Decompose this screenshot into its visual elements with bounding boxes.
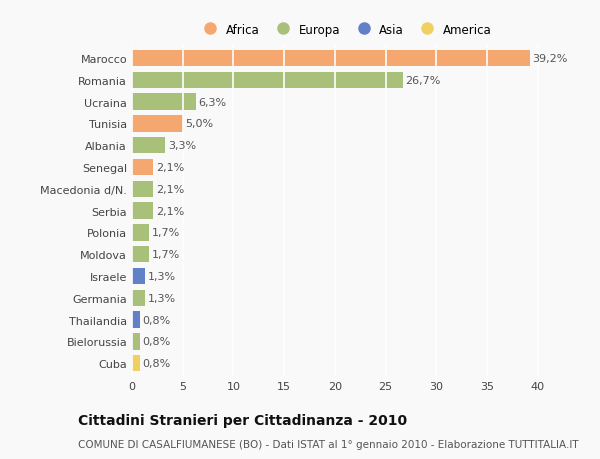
- Text: 1,7%: 1,7%: [152, 250, 180, 260]
- Bar: [132, 268, 145, 285]
- Bar: [132, 181, 154, 197]
- Text: 0,8%: 0,8%: [143, 358, 171, 368]
- Text: 2,1%: 2,1%: [156, 185, 184, 195]
- Text: 1,3%: 1,3%: [148, 271, 176, 281]
- Legend: Africa, Europa, Asia, America: Africa, Europa, Asia, America: [194, 19, 496, 41]
- Text: 0,8%: 0,8%: [143, 336, 171, 347]
- Text: 26,7%: 26,7%: [406, 76, 441, 86]
- Text: 1,3%: 1,3%: [148, 293, 176, 303]
- Bar: [132, 73, 403, 89]
- Bar: [132, 333, 140, 350]
- Bar: [132, 203, 154, 219]
- Text: 2,1%: 2,1%: [156, 206, 184, 216]
- Bar: [132, 355, 140, 371]
- Bar: [132, 290, 145, 306]
- Bar: [132, 246, 149, 263]
- Text: 0,8%: 0,8%: [143, 315, 171, 325]
- Text: COMUNE DI CASALFIUMANESE (BO) - Dati ISTAT al 1° gennaio 2010 - Elaborazione TUT: COMUNE DI CASALFIUMANESE (BO) - Dati IST…: [78, 440, 578, 449]
- Bar: [132, 225, 149, 241]
- Bar: [132, 116, 183, 132]
- Text: 39,2%: 39,2%: [532, 54, 568, 64]
- Text: 5,0%: 5,0%: [185, 119, 214, 129]
- Bar: [132, 312, 140, 328]
- Bar: [132, 94, 196, 111]
- Bar: [132, 51, 530, 67]
- Text: 2,1%: 2,1%: [156, 162, 184, 173]
- Text: 1,7%: 1,7%: [152, 228, 180, 238]
- Bar: [132, 138, 166, 154]
- Text: Cittadini Stranieri per Cittadinanza - 2010: Cittadini Stranieri per Cittadinanza - 2…: [78, 414, 407, 428]
- Bar: [132, 159, 154, 176]
- Text: 3,3%: 3,3%: [168, 141, 196, 151]
- Text: 6,3%: 6,3%: [199, 97, 227, 107]
